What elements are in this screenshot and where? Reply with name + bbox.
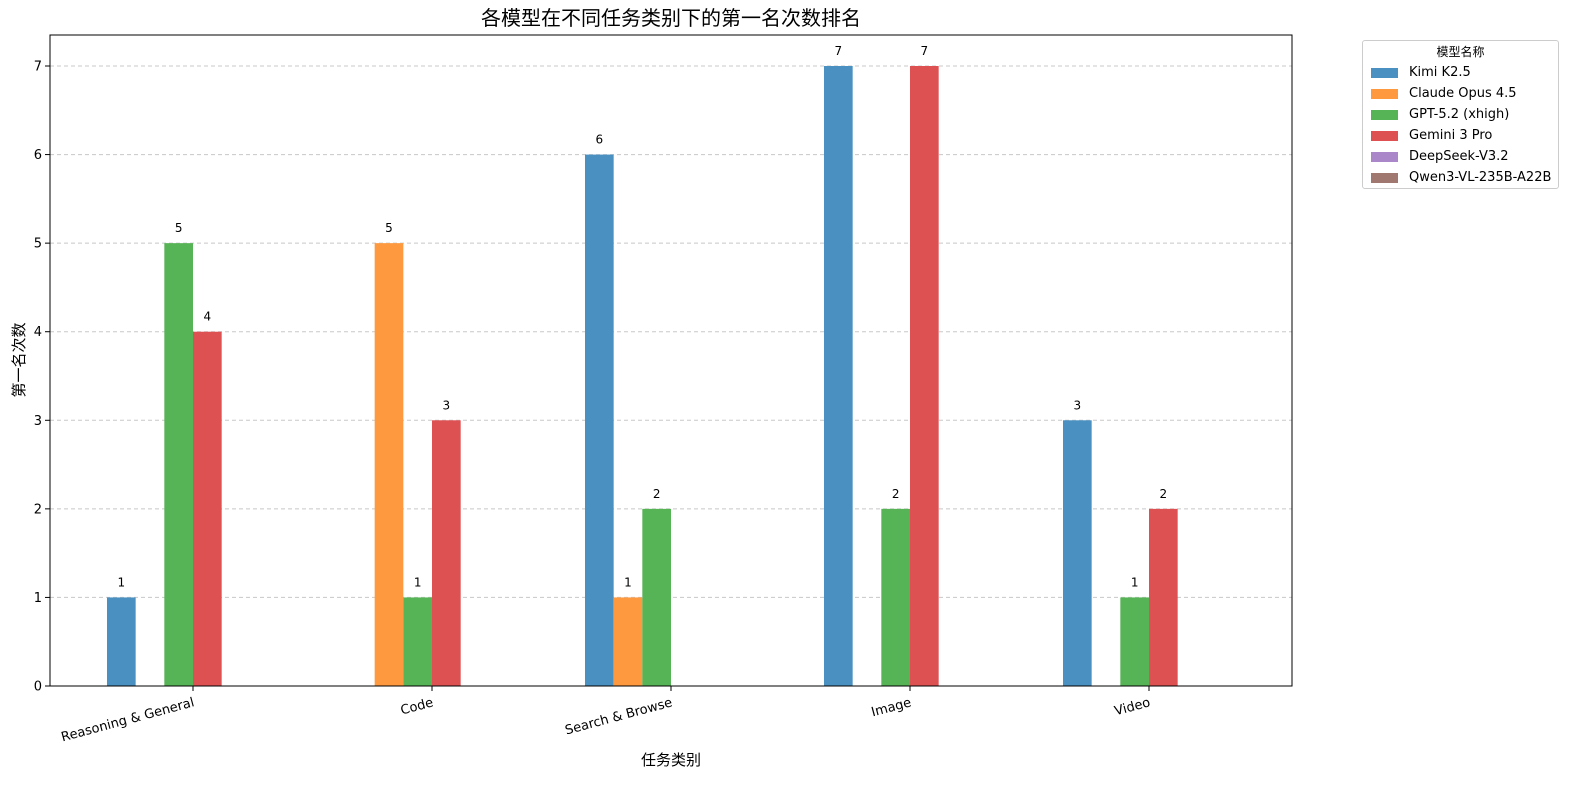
bar-value-label: 1 — [414, 575, 422, 589]
bar-value-label: 1 — [118, 575, 126, 589]
bar — [403, 597, 432, 686]
bar-value-label: 5 — [175, 221, 183, 235]
bar — [881, 508, 910, 686]
legend-label: Qwen3-VL-235B-A22B — [1409, 170, 1552, 185]
legend-item: GPT-5.2 (xhigh) — [1371, 104, 1550, 125]
bar — [642, 508, 671, 686]
bar-value-label: 2 — [1160, 487, 1168, 501]
bar — [193, 331, 222, 686]
legend-swatch — [1371, 130, 1398, 141]
x-tick-label: Reasoning & General — [60, 695, 196, 745]
bar-value-labels: 1 6 7 3 5 1 5 1 2 2 1 4 3 7 2 — [118, 44, 1168, 589]
bar — [1120, 597, 1149, 686]
legend-item: Claude Opus 4.5 — [1371, 83, 1550, 104]
legend-swatch — [1371, 172, 1398, 183]
x-axis-ticks: Reasoning & General Code Search & Browse Im… — [60, 686, 1152, 745]
y-tick-label: 1 — [34, 591, 42, 606]
bar — [1062, 420, 1092, 686]
bar-value-label: 3 — [1074, 398, 1082, 412]
y-tick-label: 6 — [34, 148, 42, 163]
bar-value-label: 1 — [624, 575, 632, 589]
bar-value-label: 1 — [1131, 575, 1139, 589]
bar-value-label: 6 — [596, 133, 604, 147]
legend: 模型名称 Kimi K2.5 Claude Opus 4.5 GPT-5.2 (xh… — [1362, 40, 1559, 189]
bar-value-label: 5 — [385, 221, 393, 235]
x-axis-label: 任务类别 — [641, 751, 701, 769]
legend-item: DeepSeek-V3.2 — [1371, 146, 1550, 167]
x-tick-label: Image — [870, 695, 913, 720]
y-axis-label: 第一名次数 — [10, 322, 28, 397]
legend-label: DeepSeek-V3.2 — [1409, 149, 1509, 164]
y-tick-label: 2 — [34, 502, 42, 517]
legend-item: Qwen3-VL-235B-A22B — [1371, 167, 1552, 188]
bar — [1149, 508, 1178, 686]
bar — [910, 66, 939, 686]
y-tick-label: 4 — [34, 325, 42, 340]
bar — [106, 597, 136, 686]
legend-item: Kimi K2.5 — [1371, 62, 1550, 83]
grid-lines — [50, 65, 1292, 598]
bar — [823, 66, 853, 686]
bars — [106, 66, 1178, 687]
y-tick-label: 3 — [34, 414, 42, 429]
legend-swatch — [1371, 88, 1398, 99]
legend-label: Gemini 3 Pro — [1409, 128, 1493, 143]
bar-value-label: 2 — [892, 487, 900, 501]
legend-label: Claude Opus 4.5 — [1409, 86, 1517, 101]
y-axis-ticks: 0 1 2 3 4 5 6 7 — [34, 60, 50, 695]
x-tick-label: Search & Browse — [564, 695, 675, 738]
y-tick-label: 7 — [34, 60, 42, 75]
bar — [584, 154, 614, 687]
legend-swatch — [1371, 67, 1398, 78]
y-tick-label: 0 — [34, 680, 42, 695]
bar-value-label: 4 — [204, 310, 212, 324]
y-tick-label: 5 — [34, 237, 42, 252]
x-tick-label: Video — [1113, 695, 1152, 719]
legend-item: Gemini 3 Pro — [1371, 125, 1550, 146]
legend-title: 模型名称 — [1436, 45, 1485, 59]
bar-value-label: 7 — [835, 44, 843, 58]
bar — [613, 597, 643, 686]
x-tick-label: Code — [399, 695, 435, 718]
legend-swatch — [1371, 151, 1398, 162]
bar — [432, 420, 461, 686]
bar — [374, 243, 404, 686]
bar-value-label: 7 — [921, 44, 929, 58]
bar-value-label: 2 — [653, 487, 661, 501]
chart-title: 各模型在不同任务类别下的第一名次数排名 — [481, 6, 861, 30]
legend-label: Kimi K2.5 — [1409, 65, 1471, 80]
legend-swatch — [1371, 109, 1398, 120]
bar — [164, 243, 193, 686]
legend-label: GPT-5.2 (xhigh) — [1409, 107, 1510, 122]
bar-value-label: 3 — [443, 398, 451, 412]
